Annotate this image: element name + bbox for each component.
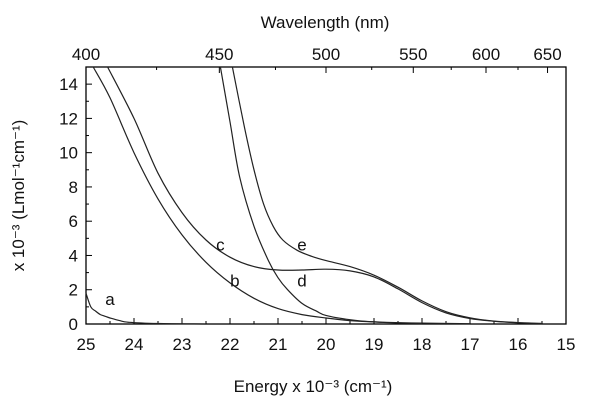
x-tick-label: 16 <box>509 335 528 354</box>
x-tick-label: 24 <box>125 335 144 354</box>
curve-label-c: c <box>216 235 225 254</box>
x-tick-label: 21 <box>269 335 288 354</box>
x-tick-label: 25 <box>77 335 96 354</box>
series-line-a <box>85 292 207 325</box>
x-tick-label: 20 <box>317 335 336 354</box>
top-tick-label: 650 <box>533 45 561 64</box>
labels-layer: a bc de <box>105 235 306 309</box>
series-line-b <box>92 66 471 325</box>
curve-label-a: a <box>105 290 115 309</box>
series-layer <box>85 66 543 325</box>
series-line-c <box>107 66 543 325</box>
curve-label-e: e <box>297 235 306 254</box>
y-tick-label: 4 <box>69 246 78 265</box>
curve-label-b: b <box>230 271 239 290</box>
plot-frame <box>85 66 567 325</box>
y-axis-title: x 10⁻³ (Lmol⁻¹cm⁻¹) <box>9 120 28 272</box>
x-tick-label: 19 <box>365 335 384 354</box>
x-tick-label: 17 <box>461 335 480 354</box>
top-tick-label: 500 <box>312 45 340 64</box>
y-tick-label: 12 <box>59 109 78 128</box>
x-tick-label: 15 <box>557 335 576 354</box>
y-tick-label: 6 <box>69 212 78 231</box>
x-axis-title: Energy x 10⁻³ (cm⁻¹) <box>234 377 393 396</box>
y-tick-label: 8 <box>69 178 78 197</box>
x-tick-label: 22 <box>221 335 240 354</box>
y-tick-label: 10 <box>59 144 78 163</box>
x-tick-label: 18 <box>413 335 432 354</box>
series-line-d <box>219 66 423 325</box>
top-tick-label: 550 <box>399 45 427 64</box>
top-tick-label: 450 <box>205 45 233 64</box>
y-tick-label: 2 <box>69 281 78 300</box>
y-tick-label: 14 <box>59 75 78 94</box>
y-tick-label: 0 <box>69 315 78 334</box>
top-axis-title: Wavelength (nm) <box>261 13 390 32</box>
x-tick-label: 23 <box>173 335 192 354</box>
top-tick-label: 400 <box>72 45 100 64</box>
top-tick-label: 600 <box>472 45 500 64</box>
series-line-e <box>231 66 543 325</box>
curve-label-d: d <box>297 271 306 290</box>
